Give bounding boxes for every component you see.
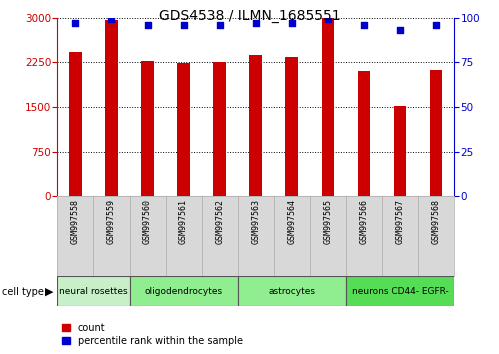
Point — [180, 22, 188, 28]
Point — [288, 20, 296, 26]
Bar — [69, 52, 82, 196]
FancyBboxPatch shape — [346, 276, 454, 306]
Text: GSM997559: GSM997559 — [107, 199, 116, 244]
Legend: count, percentile rank within the sample: count, percentile rank within the sample — [62, 323, 243, 346]
Text: GSM997567: GSM997567 — [396, 199, 405, 244]
Bar — [285, 57, 298, 196]
Bar — [394, 107, 406, 196]
FancyBboxPatch shape — [238, 276, 346, 306]
Point — [107, 17, 115, 22]
Point — [216, 22, 224, 28]
Point — [71, 20, 79, 26]
Text: GSM997562: GSM997562 — [215, 199, 224, 244]
Text: GSM997558: GSM997558 — [71, 199, 80, 244]
Text: oligodendrocytes: oligodendrocytes — [145, 287, 223, 296]
Text: GSM997565: GSM997565 — [323, 199, 332, 244]
Text: GSM997568: GSM997568 — [432, 199, 441, 244]
Bar — [214, 62, 226, 196]
Point — [251, 20, 259, 26]
Text: neurons CD44- EGFR-: neurons CD44- EGFR- — [352, 287, 449, 296]
Bar — [141, 61, 154, 196]
Point — [396, 27, 404, 33]
Text: cell type: cell type — [2, 287, 44, 297]
Point — [360, 22, 368, 28]
Text: GSM997563: GSM997563 — [251, 199, 260, 244]
Bar — [430, 69, 443, 196]
Text: GSM997564: GSM997564 — [287, 199, 296, 244]
FancyBboxPatch shape — [130, 276, 238, 306]
Text: astrocytes: astrocytes — [268, 287, 315, 296]
Text: GSM997566: GSM997566 — [359, 199, 368, 244]
Bar — [250, 55, 262, 196]
Bar — [321, 18, 334, 196]
Text: GSM997561: GSM997561 — [179, 199, 188, 244]
Text: ▶: ▶ — [45, 287, 53, 297]
Bar — [105, 20, 118, 196]
Text: GSM997560: GSM997560 — [143, 199, 152, 244]
Text: neural rosettes: neural rosettes — [59, 287, 128, 296]
Point — [144, 22, 152, 28]
Point — [324, 17, 332, 22]
Bar — [358, 71, 370, 196]
Text: GDS4538 / ILMN_1685551: GDS4538 / ILMN_1685551 — [159, 9, 340, 23]
Bar — [177, 63, 190, 196]
Point — [432, 22, 440, 28]
FancyBboxPatch shape — [57, 276, 130, 306]
